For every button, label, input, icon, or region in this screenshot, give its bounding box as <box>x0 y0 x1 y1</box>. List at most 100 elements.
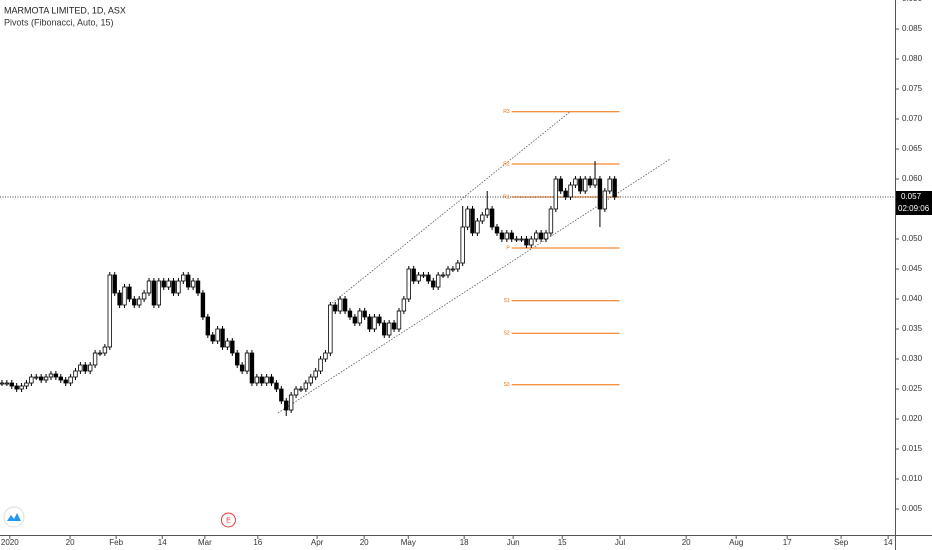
candle-body <box>269 376 274 384</box>
candle <box>298 386 304 393</box>
candle-body <box>298 388 304 391</box>
y-tick-label: 0.070 <box>902 114 923 123</box>
candle <box>357 308 362 327</box>
candle <box>73 368 78 381</box>
candle-body <box>318 358 323 372</box>
candle-body <box>225 340 230 348</box>
candle-body <box>107 274 112 348</box>
pivot-label: R1 <box>503 194 510 200</box>
candle <box>205 314 211 339</box>
candle <box>156 278 162 309</box>
candle <box>435 272 441 291</box>
candle <box>274 380 279 393</box>
candle <box>34 374 39 381</box>
candle-body <box>411 268 416 282</box>
candle-body <box>68 376 73 384</box>
y-tick-label: 0.090 <box>902 0 923 3</box>
candle-body <box>357 310 362 324</box>
candle-body <box>63 379 68 384</box>
candle-body <box>597 178 603 210</box>
candle <box>239 362 245 375</box>
candle <box>269 374 274 387</box>
candle-body <box>499 232 505 240</box>
x-tick-label: Sep <box>834 538 849 547</box>
candle-body <box>440 274 446 277</box>
candle-body <box>435 274 441 288</box>
candle-body <box>308 376 313 384</box>
candle <box>386 320 392 339</box>
candle-body <box>137 298 142 306</box>
candle <box>592 160 598 188</box>
candle-body <box>328 304 333 354</box>
candle <box>284 398 289 417</box>
candle <box>9 380 14 390</box>
earnings-marker[interactable]: E <box>220 512 236 528</box>
y-tick-label: 0.025 <box>902 384 923 393</box>
candle <box>524 235 529 248</box>
candle <box>112 272 117 297</box>
candle-body <box>573 178 578 186</box>
candle <box>102 344 108 357</box>
candle <box>220 326 225 351</box>
candle <box>117 290 122 309</box>
candle-body <box>200 292 206 318</box>
candle-body <box>583 178 588 192</box>
candle <box>558 175 563 194</box>
candle-body <box>220 328 225 348</box>
candle-body <box>367 316 372 330</box>
candle-body <box>87 364 93 372</box>
candle-body <box>509 232 514 240</box>
candle <box>602 187 608 212</box>
candle <box>328 302 333 357</box>
candle <box>411 265 416 285</box>
candle-body <box>612 178 617 198</box>
candle <box>303 380 309 393</box>
candle <box>288 392 294 414</box>
candle-body <box>455 262 460 270</box>
y-tick-label: 0.050 <box>902 234 923 243</box>
candle-body <box>73 370 78 378</box>
x-tick-label: 20 <box>66 538 75 547</box>
candle <box>450 265 456 273</box>
candle-body <box>377 316 382 324</box>
candle-body <box>362 310 367 318</box>
candle-body <box>171 280 176 294</box>
y-tick-label: 0.030 <box>902 354 923 363</box>
candle <box>235 350 240 369</box>
candle <box>83 362 88 375</box>
candle <box>416 272 421 285</box>
candle-body <box>587 178 593 186</box>
y-tick-label: 0.015 <box>902 444 923 453</box>
candle <box>475 217 480 236</box>
candle <box>48 371 54 381</box>
candle <box>548 205 554 236</box>
countdown-box <box>896 202 932 215</box>
logo[interactable] <box>3 506 25 528</box>
candle-body <box>293 388 299 396</box>
countdown-label: 02:09:06 <box>898 204 930 213</box>
candle <box>337 296 343 315</box>
candle-body <box>548 208 554 234</box>
candle-body <box>372 316 377 330</box>
candle <box>190 278 196 291</box>
candle <box>362 308 367 321</box>
candle-body <box>284 400 289 411</box>
candle <box>313 368 318 381</box>
candle <box>553 175 559 212</box>
candle <box>97 350 103 357</box>
x-tick-label: 16 <box>253 538 262 547</box>
candle <box>195 278 201 297</box>
candle-body <box>9 382 14 387</box>
y-tick-label: 0.075 <box>902 84 923 93</box>
candle <box>151 278 157 309</box>
candle-body <box>29 376 34 384</box>
candle <box>529 235 534 248</box>
candle-body <box>460 226 465 264</box>
candle-body <box>504 232 510 240</box>
candle <box>78 362 83 375</box>
candle <box>181 272 186 285</box>
candle-body <box>416 274 421 282</box>
x-tick-label: 14 <box>884 538 893 547</box>
candle <box>249 350 255 387</box>
